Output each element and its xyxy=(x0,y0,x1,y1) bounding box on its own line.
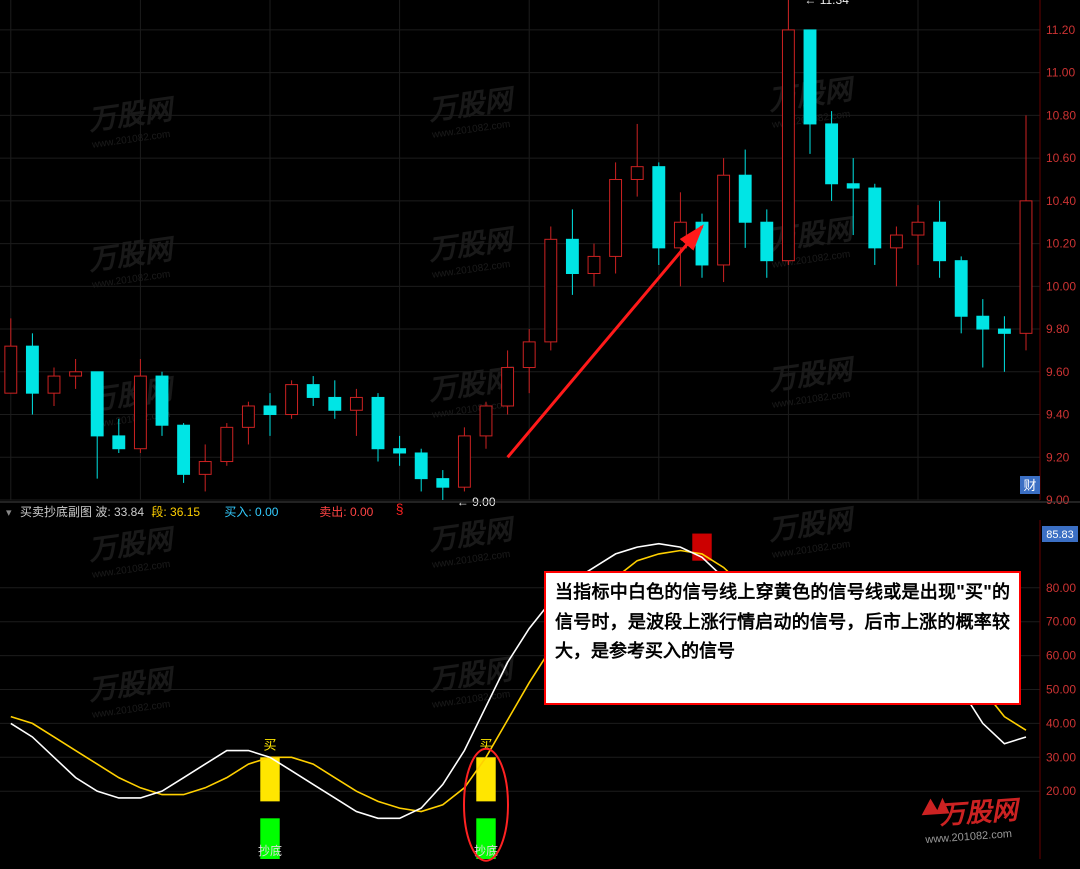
svg-text:80.00: 80.00 xyxy=(1046,581,1076,595)
svg-text:10.80: 10.80 xyxy=(1046,108,1076,122)
svg-text:← 11.34: ← 11.34 xyxy=(804,0,849,7)
indicator-header-segment: 买入: 0.00 xyxy=(224,505,278,519)
annotation-text: 当指标中白色的信号线上穿黄色的信号线或是出现"买"的信号时，是波段上涨行情启动的… xyxy=(555,578,1010,667)
svg-text:9.20: 9.20 xyxy=(1046,450,1070,464)
indicator-header-segment: 卖出: 0.00 xyxy=(319,505,373,519)
svg-text:70.00: 70.00 xyxy=(1046,615,1076,629)
indicator-collapse-icon[interactable]: ▾ xyxy=(6,507,12,519)
indicator-header-segment: 买卖抄底副图 波: 33.84 xyxy=(20,504,144,519)
svg-text:20.00: 20.00 xyxy=(1046,784,1076,798)
svg-text:9.40: 9.40 xyxy=(1046,408,1070,422)
svg-text:9.60: 9.60 xyxy=(1046,365,1070,379)
svg-text:9.80: 9.80 xyxy=(1046,322,1070,336)
bottom-label: 抄底 xyxy=(258,843,282,858)
svg-text:10.00: 10.00 xyxy=(1046,279,1076,293)
red-marker: § xyxy=(396,501,404,517)
svg-text:30.00: 30.00 xyxy=(1046,750,1076,764)
svg-text:40.00: 40.00 xyxy=(1046,716,1076,730)
svg-text:11.20: 11.20 xyxy=(1046,23,1075,37)
svg-text:11.00: 11.00 xyxy=(1046,66,1075,80)
cai-badge-text: 财 xyxy=(1023,478,1036,493)
svg-text:10.20: 10.20 xyxy=(1046,237,1076,251)
svg-text:85.83: 85.83 xyxy=(1046,529,1074,541)
buy-label: 买 xyxy=(263,737,276,752)
indicator-header-segment: 段: 36.15 xyxy=(151,504,200,519)
svg-text:9.00: 9.00 xyxy=(1046,493,1070,507)
svg-text:10.60: 10.60 xyxy=(1046,151,1076,165)
svg-text:50.00: 50.00 xyxy=(1046,683,1076,697)
svg-text:万股网: 万股网 xyxy=(938,794,1023,830)
annotation-box: 当指标中白色的信号线上穿黄色的信号线或是出现"买"的信号时，是波段上涨行情启动的… xyxy=(545,572,1020,704)
svg-text:10.40: 10.40 xyxy=(1046,194,1076,208)
svg-text:60.00: 60.00 xyxy=(1046,649,1076,663)
